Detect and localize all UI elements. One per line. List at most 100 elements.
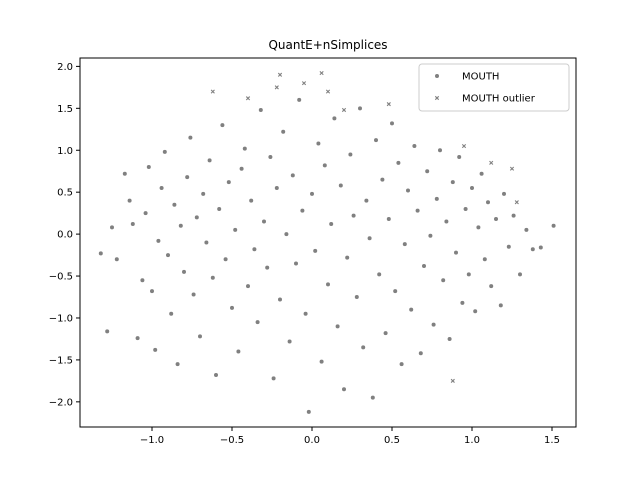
data-point [538,245,543,250]
data-point [188,135,193,140]
data-point [322,163,327,168]
data-point [156,238,161,243]
data-point [255,320,260,325]
data-point [310,191,314,196]
data-point [175,362,180,367]
outlier-point [386,102,391,107]
y-tick-label: −1.0 [49,313,73,324]
data-point [204,240,209,245]
data-point [386,217,391,222]
data-point [476,225,481,230]
y-axis: −2.0 −1.5 −1.0 −0.5 0.0 0.5 1.0 1.5 2.0 [49,62,80,408]
data-point [242,146,247,151]
data-point [329,222,334,227]
data-point [361,345,366,350]
data-point [230,305,234,310]
data-point [530,247,535,252]
data-point [524,227,529,232]
data-point [290,173,295,178]
data-point [191,292,196,297]
data-point [415,208,420,213]
data-point [162,149,167,154]
data-point [281,129,286,134]
data-point [236,349,241,354]
outlier-point [319,71,324,76]
data-point [274,185,279,190]
y-tick-label: 2.0 [57,62,73,73]
data-point [506,244,511,249]
y-tick-label: −0.5 [49,272,73,283]
chart-title: QuantE+nSimplices [268,38,387,52]
data-point [345,255,350,260]
data-point [444,219,449,224]
x-tick-label: 0.5 [384,435,400,446]
data-point [169,311,174,316]
data-point [390,121,394,126]
data-point [159,185,164,190]
data-point [338,183,343,188]
data-point [284,232,289,237]
data-point [470,185,474,190]
data-point [489,284,494,289]
data-point [342,387,346,392]
data-point [239,166,244,171]
outlier-point [514,200,519,205]
data-point [518,272,522,277]
y-tick-label: −1.5 [49,355,73,366]
data-point [210,275,215,280]
data-point [399,362,404,367]
data-point [434,196,439,201]
data-point [409,307,414,312]
data-point [143,211,148,216]
data-point [326,282,330,287]
data-point [370,395,375,400]
data-point [412,144,417,149]
y-tick-label: 1.0 [57,146,73,157]
outlier-point [245,96,251,101]
data-point [447,336,452,341]
x-axis: −1.0 −0.5 0.0 0.5 1.0 1.5 [140,427,560,446]
data-point [380,177,385,182]
data-point [166,253,170,258]
data-point [178,223,183,228]
data-point [354,295,359,300]
legend-label: MOUTH [462,72,499,83]
outlier-point [450,378,455,383]
data-point [377,272,382,277]
data-point [287,339,292,344]
outlier-point [341,107,347,113]
legend-marker-mouth [435,74,439,78]
data-point [105,329,110,334]
data-point [306,409,311,414]
data-point [268,154,273,159]
data-point [146,165,151,170]
outlier-point [509,166,515,171]
outlier-point [274,85,279,90]
outlier-point [461,143,467,149]
data-point [265,265,270,270]
data-point [252,247,257,252]
outlier-point [210,89,215,94]
data-point [150,289,154,294]
data-point [153,347,158,352]
data-point [428,233,433,238]
y-tick-label: −2.0 [49,397,73,408]
data-point [351,213,356,218]
data-point [233,227,238,232]
data-point [214,373,218,378]
data-point [172,202,177,207]
data-point [438,148,442,153]
data-point [498,303,503,308]
data-point [278,297,282,302]
x-tick-label: −1.0 [140,435,164,446]
data-point [393,289,398,294]
legend-marker-outlier [434,95,440,101]
data-point [460,300,465,305]
data-point [130,222,135,227]
legend-label: MOUTH outlier [462,94,536,105]
data-point [127,198,132,203]
outlier-point [489,160,494,165]
data-point [450,180,455,185]
data-point [402,242,407,247]
